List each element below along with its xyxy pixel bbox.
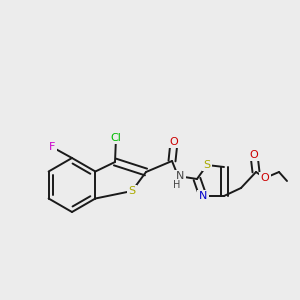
Text: Cl: Cl	[111, 133, 122, 143]
Text: F: F	[49, 142, 55, 152]
Text: N: N	[176, 171, 184, 181]
Text: N: N	[199, 191, 207, 201]
Text: S: S	[128, 186, 136, 196]
Text: O: O	[250, 150, 258, 160]
Text: O: O	[169, 137, 178, 147]
Text: O: O	[261, 173, 269, 183]
Text: H: H	[173, 180, 181, 190]
Text: S: S	[203, 160, 211, 170]
